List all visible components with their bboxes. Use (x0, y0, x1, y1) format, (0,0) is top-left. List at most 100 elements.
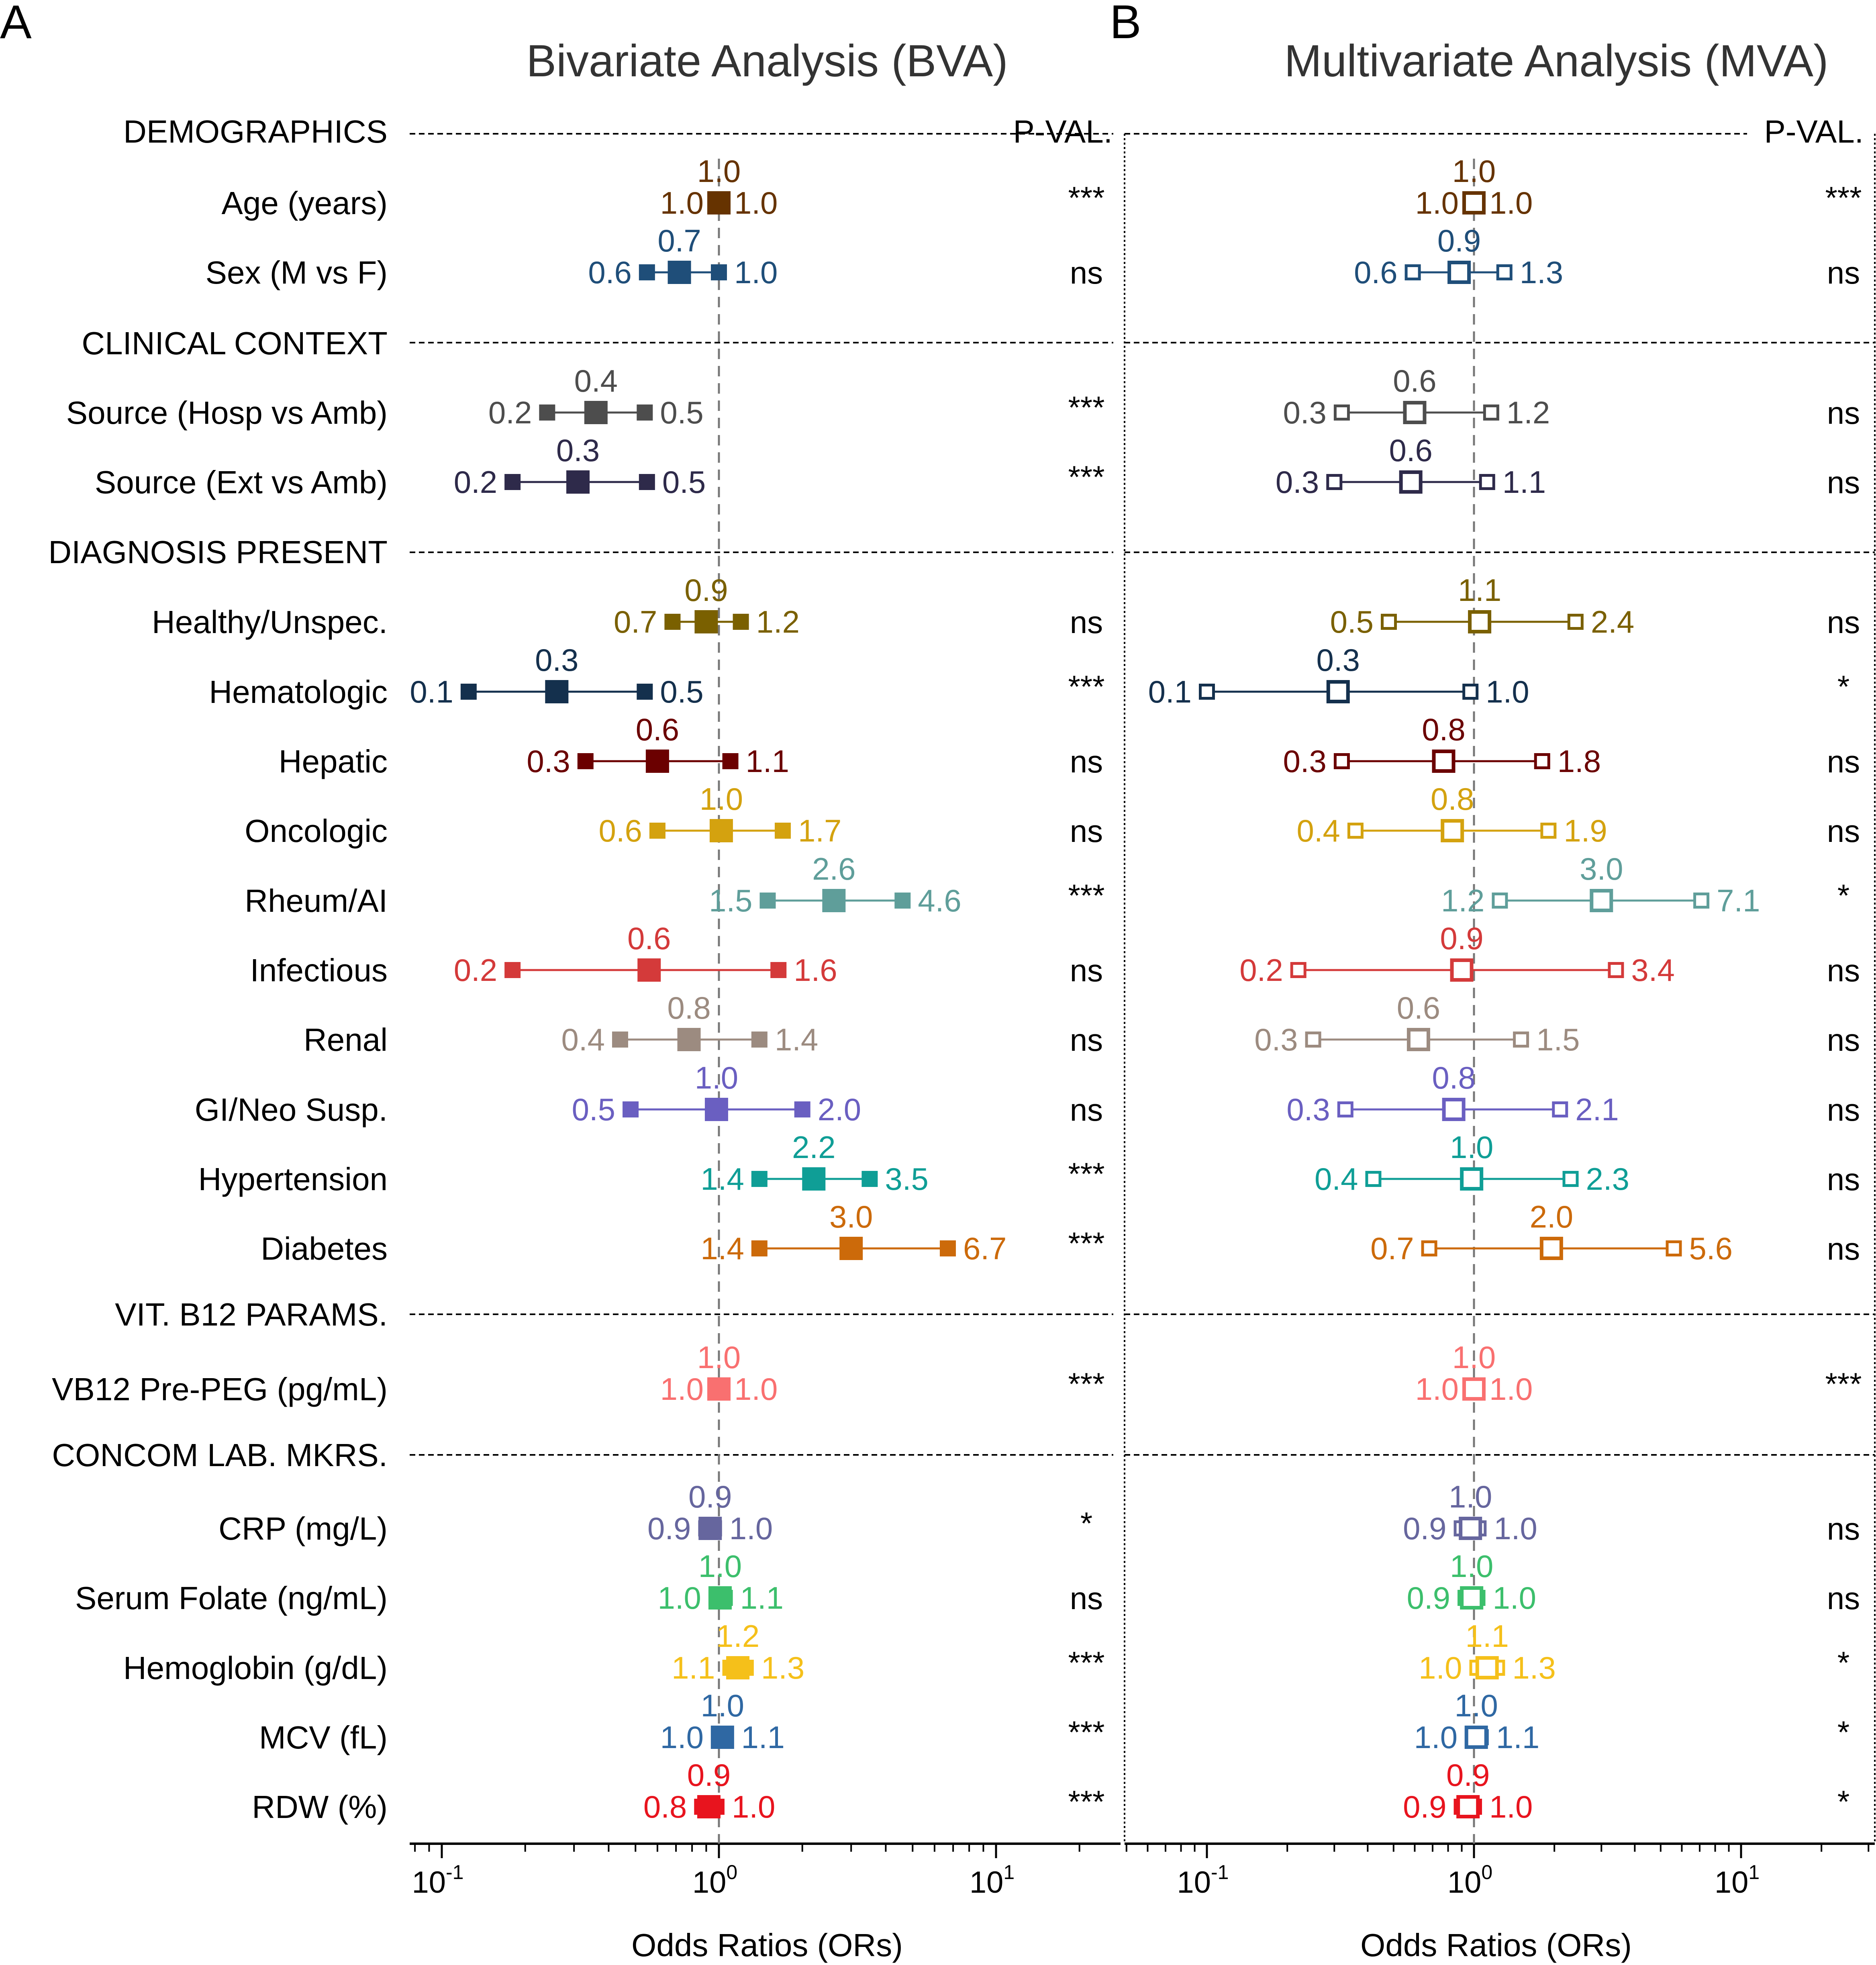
ci-upper-marker (751, 1032, 768, 1048)
ci-upper-label: 2.1 (1575, 1092, 1619, 1127)
or-point-marker (645, 750, 669, 773)
p-value-label: *** (1068, 1714, 1104, 1750)
panel-b-row-mcv-fl: 1.0 1.11.0* (1414, 1688, 1850, 1755)
ci-lower-label: 1.0 (658, 1580, 701, 1616)
ci-lower-marker (759, 893, 776, 909)
ci-lower-label: 0.3 (1286, 1092, 1330, 1127)
panel-b-row-source-ext-vs-amb: 0.3 1.1 0.6 ns (1276, 433, 1860, 500)
ci-lower-marker (1365, 1171, 1382, 1187)
or-value-label: 1.0 (1452, 1340, 1496, 1375)
ci-upper-marker (1666, 1240, 1682, 1256)
panel-b-row-serum-folate-ng-ml: 0.9 1.01.0ns (1407, 1548, 1860, 1616)
or-value-label: 0.3 (1317, 642, 1360, 678)
p-value-label: *** (1068, 878, 1104, 913)
ci-lower-label: 1.0 (1415, 185, 1459, 221)
row-label-mcv-fl: MCV (fL) (259, 1720, 388, 1755)
ci-lower-marker (664, 614, 681, 630)
or-value-label: 2.6 (812, 851, 855, 886)
ci-lower-label: 1.0 (1419, 1650, 1462, 1685)
p-value-label: ns (1070, 1022, 1103, 1058)
ci-upper-marker (1552, 1101, 1568, 1117)
panel-b-row-sex-m-vs-f: 0.6 1.3 0.9 ns (1354, 223, 1860, 290)
p-value-label: *** (1825, 1366, 1862, 1401)
or-value-label: 1.1 (1466, 1618, 1509, 1654)
ci-upper-marker (1513, 1032, 1529, 1048)
ci-upper-label: 1.8 (1558, 744, 1601, 779)
ci-lower-marker (612, 1032, 628, 1048)
row-label-infectious: Infectious (250, 952, 388, 988)
ci-lower-marker (1492, 893, 1508, 909)
ci-lower-label: 0.4 (1315, 1161, 1358, 1197)
ci-upper-marker (1608, 962, 1624, 978)
p-value-label: *** (1068, 390, 1104, 425)
ci-lower-label: 0.6 (598, 813, 642, 848)
panel-a-row-rheum-ai: 1.5 4.6 2.6 *** (709, 851, 1104, 918)
panel-b-row-rheum-ai: 1.2 7.1 3.0 * (1441, 851, 1849, 918)
ci-upper-marker (1483, 404, 1499, 421)
ci-lower-label: 0.1 (410, 674, 453, 709)
ci-lower-marker (1333, 753, 1350, 769)
ci-lower-marker (1421, 1240, 1437, 1256)
ci-lower-label: 1.0 (660, 1720, 704, 1755)
or-value-label: 1.0 (1449, 1479, 1492, 1514)
panel-b-row-rdw: 0.9 1.00.9* (1403, 1757, 1849, 1824)
or-point-marker (668, 261, 691, 284)
ci-upper-label: 1.0 (1493, 1580, 1536, 1616)
panel-a-pval-header: P-VAL. (1013, 114, 1113, 149)
ci-upper-label: 3.5 (885, 1161, 928, 1197)
panel-a-row-oncologic: 0.6 1.7 1.0 ns (598, 781, 1103, 849)
panel-b-row-hematologic: 0.1 1.0 0.3 * (1148, 642, 1850, 709)
p-value-label: ns (1827, 744, 1860, 779)
panel-b-row-infectious: 0.2 3.4 0.9 ns (1239, 921, 1860, 988)
section-header-diagnosis-present: DIAGNOSIS PRESENT (48, 534, 388, 570)
or-value-label: 1.0 (1450, 1548, 1493, 1584)
or-value-label: 0.8 (1431, 781, 1474, 817)
panel-b-row-diabetes: 0.7 5.6 2.0 ns (1370, 1199, 1860, 1266)
panel-b-pval-header: P-VAL. (1764, 114, 1864, 149)
or-point-marker (584, 401, 608, 424)
ci-lower-label: 1.4 (700, 1231, 744, 1266)
or-point-marker (1475, 1656, 1499, 1679)
ci-lower-label: 1.5 (709, 883, 752, 918)
ci-upper-label: 1.0 (734, 1371, 778, 1407)
p-value-label: * (1837, 878, 1849, 913)
panel-a-x-axis-title: Odds Ratios (ORs) (631, 1927, 903, 1963)
row-label-vb12-pre-peg-pg-ml: VB12 Pre-PEG (pg/mL) (52, 1371, 388, 1407)
panel-b-row-crp-mg-l: 0.9 1.01.0ns (1403, 1479, 1860, 1546)
or-value-label: 2.0 (1530, 1199, 1573, 1234)
ci-lower-label: 0.9 (647, 1511, 691, 1546)
p-value-label: ns (1070, 744, 1103, 779)
panel-b-row-source-hosp-vs-amb: 0.3 1.2 0.6 ns (1283, 363, 1860, 431)
ci-lower-marker (1347, 823, 1364, 839)
or-point-marker (1447, 261, 1471, 284)
or-point-marker (726, 1656, 750, 1679)
ci-upper-label: 1.1 (741, 1720, 784, 1755)
ci-lower-marker (1404, 264, 1421, 280)
row-label-sex-m-vs-f: Sex (M vs F) (206, 255, 388, 290)
ci-upper-marker (1562, 1171, 1579, 1187)
panel-b-tick-label: 101 (1715, 1861, 1760, 1900)
panel-a-row-source-ext-vs-amb: 0.2 0.5 0.3 *** (454, 433, 1105, 500)
panel-b-row-age-years: 1.0 1.01.0*** (1415, 153, 1862, 221)
ci-upper-label: 1.1 (740, 1580, 784, 1616)
ci-lower-label: 0.3 (1283, 395, 1326, 430)
section-header-demographics: DEMOGRAPHICS (123, 114, 388, 149)
or-point-marker (708, 1586, 732, 1610)
ci-lower-label: 0.9 (1407, 1580, 1450, 1616)
ci-lower-marker (504, 962, 521, 978)
p-value-label: * (1837, 669, 1849, 704)
or-value-label: 1.0 (701, 1688, 744, 1723)
or-value-label: 1.0 (695, 1060, 738, 1095)
panel-a-row-gi-neo-susp: 0.5 2.0 1.0 ns (572, 1060, 1103, 1128)
or-point-marker (1432, 750, 1455, 773)
p-value-label: * (1837, 1784, 1849, 1819)
or-point-marker (677, 1028, 701, 1051)
ci-upper-label: 2.3 (1586, 1161, 1629, 1197)
or-point-marker (704, 1098, 728, 1121)
p-value-label: ns (1070, 255, 1103, 290)
row-label-hepatic: Hepatic (279, 744, 388, 779)
or-point-marker (1406, 1028, 1430, 1051)
section-header-vit-b12-params: VIT. B12 PARAMS. (115, 1297, 388, 1332)
or-value-label: 0.8 (667, 990, 710, 1025)
